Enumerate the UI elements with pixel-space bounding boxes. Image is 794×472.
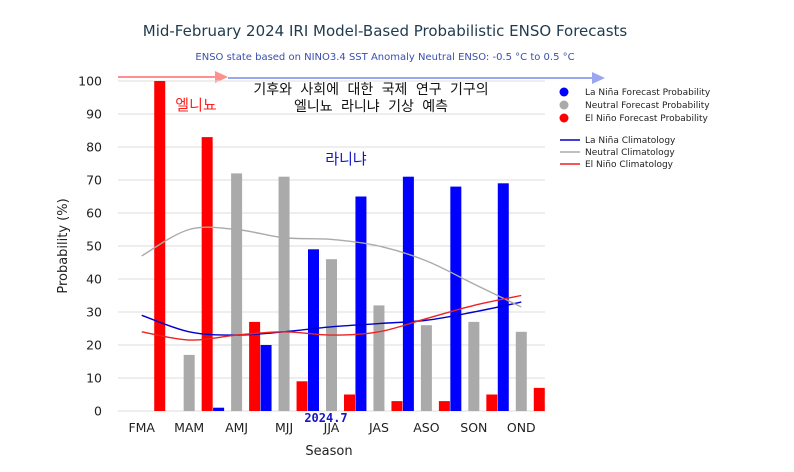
legend-neutral-forecast: Neutral Forecast Probability <box>585 101 710 111</box>
bar-el-nino <box>154 81 166 411</box>
x-axis-label: Season <box>305 444 352 459</box>
legend-marker-el-nino <box>559 113 569 123</box>
y-tick-label: 60 <box>86 206 102 221</box>
bar-la-nina <box>355 196 367 411</box>
bar-el-nino <box>296 381 308 411</box>
bar-el-nino <box>344 394 355 411</box>
bar-neutral <box>278 176 290 411</box>
x-tick-label: AMJ <box>225 420 248 435</box>
bar-la-nina <box>260 345 272 411</box>
bar-neutral <box>515 331 527 411</box>
y-tick-label: 80 <box>86 140 102 155</box>
legend-marker-la-nina <box>559 87 569 97</box>
x-tick-label: OND <box>507 420 536 435</box>
bar-el-nino <box>201 137 213 411</box>
top-arrow-red <box>118 71 228 83</box>
climatology-line-neutral <box>141 226 522 308</box>
legend-la-nina-forecast: La Niña Forecast Probability <box>585 88 711 98</box>
y-tick-label: 90 <box>86 107 102 122</box>
bar-neutral <box>468 321 480 411</box>
bar-la-nina <box>308 249 319 411</box>
bar-la-nina <box>497 183 509 411</box>
legend-la-nina-climatology: La Niña Climatology <box>585 136 676 146</box>
x-tick-label: ASO <box>413 420 439 435</box>
bar-neutral <box>231 173 243 411</box>
x-tick-label: JAS <box>368 420 389 435</box>
y-tick-label: 70 <box>86 173 102 188</box>
bar-neutral <box>183 354 195 411</box>
la-nina-annotation: 라니냐 <box>325 150 367 168</box>
bar-el-nino <box>391 401 403 411</box>
bar-el-nino <box>438 401 450 411</box>
bar-la-nina <box>402 176 414 411</box>
y-tick-label: 40 <box>86 272 102 287</box>
y-tick-label: 50 <box>86 239 102 254</box>
bar-el-nino <box>486 394 498 411</box>
climatology-line-la-nina <box>141 301 522 336</box>
x-tick-label: SON <box>460 420 487 435</box>
bar-neutral <box>420 325 432 411</box>
y-tick-label: 10 <box>86 371 102 386</box>
y-tick-label: 0 <box>94 404 102 419</box>
bar-la-nina <box>450 186 462 411</box>
y-tick-label: 100 <box>78 74 102 89</box>
date-marker-annotation: 2024.7 <box>304 411 347 425</box>
y-tick-label: 30 <box>86 305 102 320</box>
y-tick-label: 20 <box>86 338 102 353</box>
bar-neutral <box>373 305 385 411</box>
top-arrow-blue <box>228 72 605 84</box>
x-tick-label: MAM <box>174 420 204 435</box>
chart-title: Mid-February 2024 IRI Model-Based Probab… <box>143 22 628 40</box>
bar-la-nina <box>213 407 225 411</box>
legend-neutral-climatology: Neutral Climatology <box>585 148 675 158</box>
bar-el-nino <box>249 321 261 411</box>
legend-marker-neutral <box>559 100 569 110</box>
korean-title-line1: 기후와 사회에 대한 국제 연구 기구의 <box>253 82 488 98</box>
x-tick-label: FMA <box>128 420 155 435</box>
bar-el-nino <box>533 387 545 411</box>
el-nino-annotation: 엘니뇨 <box>175 96 217 114</box>
x-tick-label: MJJ <box>275 420 293 435</box>
chart-subtitle: ENSO state based on NINO3.4 SST Anomaly … <box>195 52 574 63</box>
legend: La Niña Forecast Probability Neutral For… <box>559 87 711 170</box>
y-axis-label: Probability (%) <box>56 198 71 293</box>
korean-title-line2: 엘니뇨 라니냐 기상 예측 <box>294 99 448 115</box>
climatology-line-el-nino <box>141 294 522 341</box>
x-tick-label: JJA <box>323 420 340 435</box>
legend-el-nino-forecast: El Niño Forecast Probability <box>585 114 709 124</box>
legend-el-nino-climatology: El Niño Climatology <box>585 160 674 170</box>
